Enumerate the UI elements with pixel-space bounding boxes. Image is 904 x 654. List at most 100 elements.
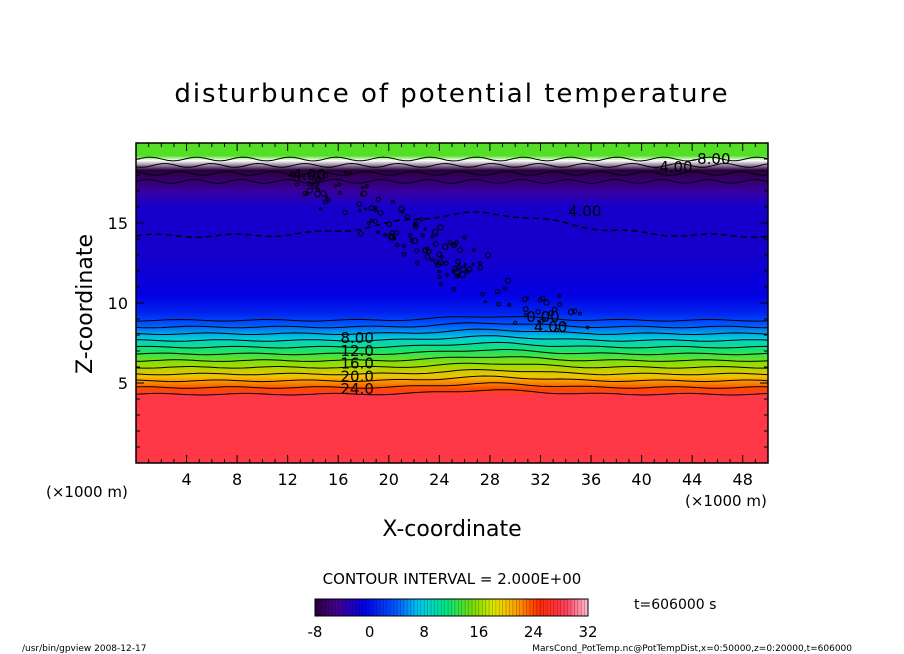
footer-left: /usr/bin/gpview 2008-12-17 bbox=[22, 644, 146, 654]
disturbance-contour bbox=[484, 252, 491, 259]
disturbance-contour bbox=[315, 176, 322, 182]
disturbance-contour bbox=[358, 208, 362, 213]
disturbance-contour bbox=[314, 190, 321, 198]
x-tick-label: 8 bbox=[232, 470, 242, 489]
disturbance-contour bbox=[437, 224, 444, 231]
disturbance-contour bbox=[368, 205, 375, 211]
disturbance-contour bbox=[507, 303, 512, 307]
disturbance-contour bbox=[301, 174, 305, 178]
contour-line bbox=[136, 341, 768, 349]
disturbance-contour bbox=[306, 181, 312, 187]
time-label: t=606000 s bbox=[634, 597, 716, 613]
disturbance-contour bbox=[567, 308, 575, 316]
disturbance-contour bbox=[535, 309, 541, 315]
disturbance-contour bbox=[494, 288, 501, 295]
footer-right: MarsCond_PotTemp.nc@PotTempDist,x=0:5000… bbox=[532, 644, 852, 654]
disturbance-contour bbox=[310, 174, 314, 178]
disturbance-contour bbox=[373, 205, 377, 210]
x-tick-label: 20 bbox=[379, 470, 399, 489]
disturbance-contour bbox=[430, 257, 434, 262]
colorbar-tick-label: 32 bbox=[578, 623, 597, 641]
disturbance-contour bbox=[377, 210, 384, 216]
disturbance-contour bbox=[436, 251, 443, 258]
disturbance-contour bbox=[386, 221, 393, 227]
x-axis-unit-left: (×1000 m) bbox=[46, 483, 128, 501]
disturbance-contour bbox=[394, 230, 400, 236]
disturbance-contour bbox=[324, 194, 329, 199]
disturbance-contour bbox=[432, 241, 439, 247]
disturbance-contour bbox=[442, 243, 449, 250]
contour-lines bbox=[136, 156, 768, 396]
contour-line bbox=[136, 335, 768, 342]
colorbar-tick-label: 16 bbox=[469, 623, 488, 641]
disturbance-contour bbox=[322, 172, 328, 179]
disturbance-contour bbox=[543, 299, 550, 306]
disturbance-contour bbox=[551, 306, 558, 313]
colorbar-gradient bbox=[314, 598, 589, 617]
disturbance-contour bbox=[434, 233, 439, 237]
disturbance-contour bbox=[477, 265, 483, 271]
x-tick-label: 4 bbox=[181, 470, 191, 489]
disturbance-contour bbox=[542, 317, 547, 321]
contour-line bbox=[136, 316, 768, 322]
y-axis-ticks: 5 10 15 bbox=[108, 158, 768, 448]
x-tick-label: 16 bbox=[328, 470, 348, 489]
disturbance-contour bbox=[409, 238, 414, 243]
disturbance-contour bbox=[462, 235, 467, 240]
disturbance-contour bbox=[398, 206, 405, 213]
disturbance-contour bbox=[311, 182, 318, 189]
contour-label: 12.0 bbox=[340, 342, 373, 360]
disturbance-contour bbox=[322, 199, 328, 205]
contour-line bbox=[136, 362, 768, 369]
disturbance-contour bbox=[478, 261, 483, 266]
x-axis-unit-right: (×1000 m) bbox=[685, 492, 767, 510]
disturbance-contour bbox=[454, 273, 460, 279]
colorbar-tick-label: 8 bbox=[419, 623, 429, 641]
disturbance-contour bbox=[471, 262, 476, 266]
x-axis-label: X-coordinate bbox=[382, 517, 521, 542]
disturbance-contour bbox=[420, 233, 425, 238]
disturbance-contour bbox=[571, 308, 578, 314]
disturbance-contour bbox=[391, 200, 395, 204]
x-tick-label: 24 bbox=[429, 470, 449, 489]
disturbance-contour bbox=[480, 291, 486, 297]
disturbance-contour bbox=[306, 187, 313, 194]
disturbance-contour bbox=[357, 230, 364, 237]
disturbance-contour bbox=[577, 311, 582, 316]
disturbance-contour bbox=[452, 287, 457, 292]
contour-line bbox=[136, 178, 768, 184]
disturbance-contour bbox=[401, 251, 407, 257]
disturbance-contour bbox=[452, 242, 456, 247]
contour-label: 4.00 bbox=[568, 203, 601, 221]
colorbar-tick-label: -8 bbox=[308, 623, 323, 641]
disturbance-contour bbox=[414, 248, 420, 254]
disturbance-contour bbox=[360, 190, 367, 197]
disturbance-contour bbox=[388, 234, 396, 241]
contour-line bbox=[136, 368, 768, 376]
contour-line bbox=[136, 382, 768, 389]
colorbar-tick-label: 24 bbox=[524, 623, 543, 641]
disturbance-contour bbox=[369, 218, 374, 223]
contour-line bbox=[136, 375, 768, 383]
disturbance-contour bbox=[413, 220, 419, 226]
contour-line bbox=[136, 170, 768, 176]
disturbance-contour bbox=[496, 301, 501, 307]
y-tick-label: 15 bbox=[108, 214, 128, 233]
disturbance-contour bbox=[502, 286, 507, 291]
disturbance-contour bbox=[538, 319, 544, 324]
disturbance-contour bbox=[445, 273, 449, 277]
y-axis-label: Z-coordinate bbox=[73, 234, 98, 374]
disturbance-contour bbox=[374, 208, 378, 213]
contour-line bbox=[136, 389, 768, 396]
contour-label: 0.00 bbox=[526, 308, 559, 326]
disturbance-contour bbox=[522, 296, 528, 303]
disturbance-contour bbox=[472, 248, 476, 252]
disturbance-contour bbox=[348, 171, 353, 176]
x-tick-label: 36 bbox=[581, 470, 601, 489]
disturbance-contour bbox=[562, 322, 567, 327]
disturbance-contour bbox=[319, 207, 322, 211]
disturbance-contour bbox=[465, 269, 470, 274]
disturbance-contour bbox=[302, 190, 308, 197]
field-fill bbox=[136, 143, 768, 463]
